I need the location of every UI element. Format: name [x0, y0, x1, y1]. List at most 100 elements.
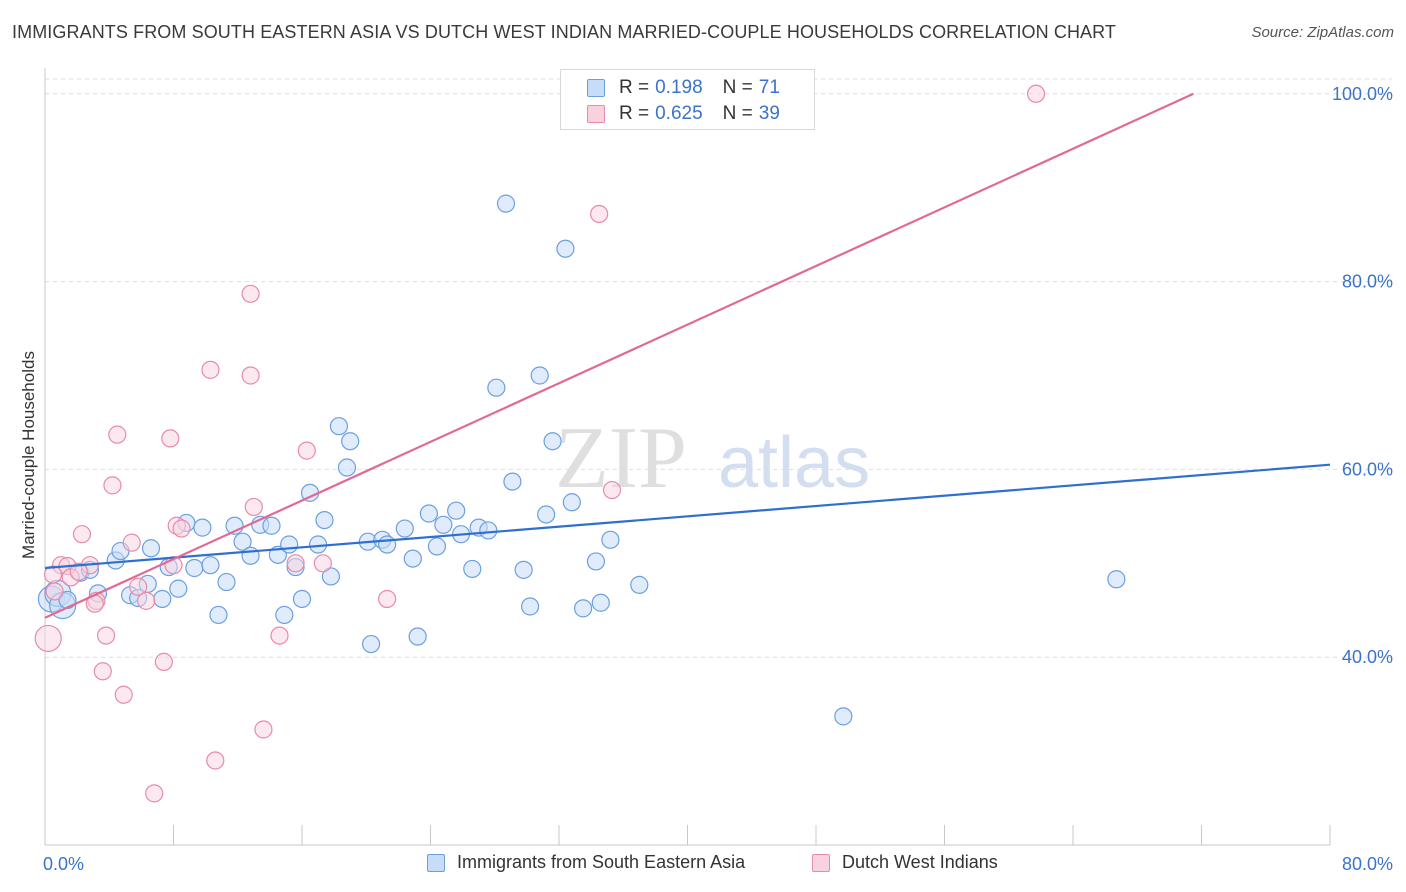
y-tick-label: 80.0% [1342, 272, 1393, 292]
data-point-immigrants [601, 530, 620, 549]
x-tick-label: 0.0% [43, 854, 84, 874]
data-point-dutch [137, 591, 156, 610]
data-point-dutch [244, 497, 263, 517]
legend-n-label: N = [722, 103, 753, 124]
data-point-immigrants [630, 575, 649, 594]
data-point-dutch [286, 554, 305, 573]
data-point-dutch [96, 626, 116, 645]
tick-labels: 40.0% 60.0% 80.0% 100.0% 0.0% 80.0% [43, 84, 1393, 874]
watermark: ZIP atlas [555, 410, 870, 507]
bottom-legend-swatch-blue [427, 853, 445, 872]
data-point-dutch [129, 577, 148, 596]
data-point-immigrants [503, 472, 522, 491]
data-point-dutch [43, 565, 63, 584]
data-point-dutch [270, 626, 289, 645]
series-dutch-points [34, 84, 1046, 803]
bottom-legend: Immigrants from South Eastern Asia Dutch… [0, 852, 1406, 876]
data-point-dutch [122, 533, 141, 552]
data-point-dutch [93, 662, 112, 681]
data-point-immigrants [153, 589, 172, 609]
legend-swatch-blue [587, 79, 605, 97]
watermark-zip: ZIP [555, 410, 687, 507]
data-point-immigrants [217, 572, 236, 592]
data-point-dutch [590, 204, 609, 224]
legend-swatch-pink [587, 105, 605, 123]
bottom-legend-item-blue: Immigrants from South Eastern Asia [427, 852, 745, 873]
data-point-immigrants [463, 559, 482, 579]
data-point-immigrants [292, 589, 312, 609]
data-point-immigrants [496, 194, 516, 213]
legend-r-value: 0.198 [655, 77, 703, 98]
trend-lines [44, 92, 1331, 619]
trend-line-immigrants [44, 463, 1331, 570]
data-point-immigrants [233, 532, 252, 551]
data-point-dutch [254, 720, 273, 739]
data-point-immigrants [141, 539, 161, 558]
data-point-immigrants [537, 505, 556, 524]
y-tick-label: 100.0% [1332, 84, 1393, 104]
data-point-immigrants [169, 579, 188, 598]
chart-title: IMMIGRANTS FROM SOUTH EASTERN ASIA VS DU… [12, 22, 1117, 42]
data-point-immigrants [543, 432, 562, 451]
data-point-immigrants [185, 558, 204, 578]
bottom-legend-label-pink: Dutch West Indians [842, 852, 998, 872]
data-point-immigrants [447, 501, 466, 520]
data-point-dutch [1026, 84, 1046, 103]
data-point-dutch [378, 589, 397, 609]
data-point-immigrants [586, 552, 606, 571]
data-point-immigrants [361, 634, 381, 654]
data-point-dutch [34, 624, 62, 653]
data-point-immigrants [209, 605, 228, 625]
data-point-immigrants [329, 417, 349, 436]
legend-r-label: R = [619, 103, 650, 124]
legend-n-label: N = [722, 77, 753, 98]
data-point-immigrants [514, 560, 533, 579]
x-tick-label: 80.0% [1342, 854, 1393, 874]
trend-line-dutch [44, 92, 1194, 619]
data-point-immigrants [408, 627, 427, 646]
data-point-dutch [172, 519, 191, 538]
data-point-immigrants [530, 366, 549, 385]
data-point-immigrants [1107, 570, 1126, 589]
bottom-legend-item-pink: Dutch West Indians [812, 852, 998, 873]
data-point-dutch [154, 652, 173, 671]
data-point-immigrants [201, 556, 220, 575]
data-point-immigrants [573, 599, 593, 618]
y-tick-label: 60.0% [1342, 459, 1393, 479]
data-point-immigrants [321, 567, 341, 586]
y-axis-label: Married-couple Households [19, 351, 38, 559]
data-point-immigrants [275, 605, 294, 625]
data-point-immigrants [241, 546, 260, 565]
data-point-dutch [45, 582, 64, 601]
watermark-atlas: atlas [718, 423, 870, 503]
legend-n-value: 71 [758, 77, 780, 98]
y-tick-label: 40.0% [1342, 647, 1393, 667]
legend-row-pink: R = 0.625 N = 39 [587, 101, 780, 127]
bottom-legend-swatch-pink [812, 853, 830, 872]
data-point-immigrants [834, 707, 853, 726]
data-point-immigrants [479, 521, 498, 540]
data-point-immigrants [262, 516, 281, 535]
data-point-dutch [206, 751, 225, 770]
data-point-dutch [72, 525, 92, 544]
source-credit: Source: ZipAtlas.com [1251, 24, 1394, 41]
data-point-immigrants [395, 519, 414, 538]
legend-r-label: R = [619, 77, 650, 98]
data-point-immigrants [591, 593, 610, 612]
legend-row-blue: R = 0.198 N = 71 [587, 75, 780, 101]
data-point-dutch [108, 425, 127, 444]
data-point-immigrants [337, 458, 357, 477]
legend-n-value: 39 [758, 103, 780, 124]
data-point-dutch [69, 562, 88, 581]
data-point-dutch [161, 429, 180, 448]
data-point-dutch [297, 441, 316, 460]
data-point-dutch [241, 284, 260, 303]
axes [44, 68, 1331, 846]
data-point-immigrants [427, 537, 447, 556]
data-point-immigrants [403, 549, 422, 568]
data-point-immigrants [280, 535, 299, 554]
data-point-immigrants [556, 239, 575, 258]
legend-r-value: 0.625 [655, 103, 703, 124]
data-point-dutch [241, 366, 260, 385]
